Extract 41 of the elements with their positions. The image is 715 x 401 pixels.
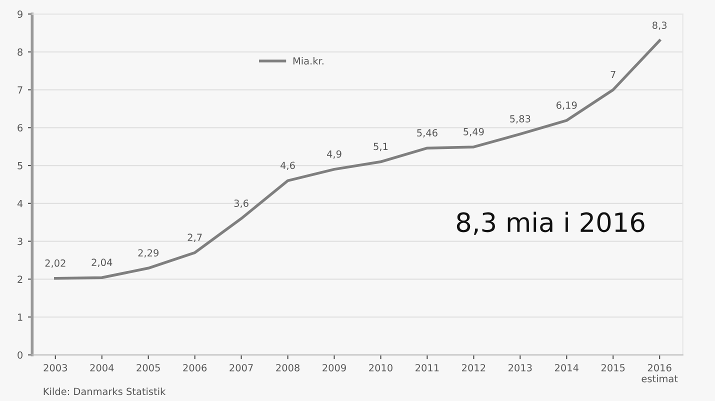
x-tick-label: 2009	[322, 364, 346, 372]
x-tick-label: 2003	[44, 364, 68, 372]
y-tick-label: 3	[18, 238, 22, 246]
y-tick-label: 1	[18, 314, 22, 321]
annotation: 8,3 mia i 2016	[456, 212, 644, 235]
y-tick-label: 8	[18, 48, 22, 56]
x-tick-label: 2015	[601, 364, 625, 372]
data-label: 3,6	[234, 200, 248, 208]
y-tick-label: 6	[18, 124, 23, 132]
x-tick-label: 2012	[462, 364, 486, 372]
x-tick-label: 2004	[90, 364, 114, 372]
data-label: 6,19	[556, 101, 577, 110]
data-label: 2,04	[92, 258, 112, 268]
x-tick-label: 2014	[554, 364, 578, 372]
data-label: 2,29	[138, 249, 159, 258]
x-tick-label: 2010	[369, 364, 392, 372]
x-tick-label: 2011	[416, 364, 439, 372]
text: Kilde: Danmarks Statistik	[44, 388, 166, 396]
y-tick-label: 7	[18, 86, 22, 94]
data-label: 5,83	[510, 115, 530, 124]
data-label: 4,9	[327, 150, 342, 159]
x-tick-label: 2013	[508, 364, 532, 372]
y-tick-label: 5	[18, 162, 22, 170]
x-tick-label: 2005	[136, 364, 160, 372]
data-label: 5,49	[464, 128, 484, 136]
data-label: 5,1	[374, 142, 388, 152]
data-label: 2,02	[45, 259, 66, 268]
data-label: 2,7	[188, 234, 202, 242]
data-label: 8,3	[652, 22, 667, 30]
x-tick-label: 2006	[183, 364, 207, 372]
legend-label: Mia.kr.	[293, 57, 324, 65]
y-tick-label: 4	[17, 200, 23, 208]
y-tick-label: 9	[18, 10, 22, 18]
x-tick-label: 2016 estimat	[642, 364, 678, 382]
data-label: 7	[610, 70, 616, 78]
y-tick-label: 2	[18, 276, 22, 283]
data-label: 4,6	[280, 162, 295, 170]
x-tick-label: 2007	[230, 364, 253, 372]
data-label: 5,46	[417, 129, 438, 138]
y-tick-label: 0	[18, 351, 22, 359]
x-tick-label: 2008	[276, 364, 300, 372]
